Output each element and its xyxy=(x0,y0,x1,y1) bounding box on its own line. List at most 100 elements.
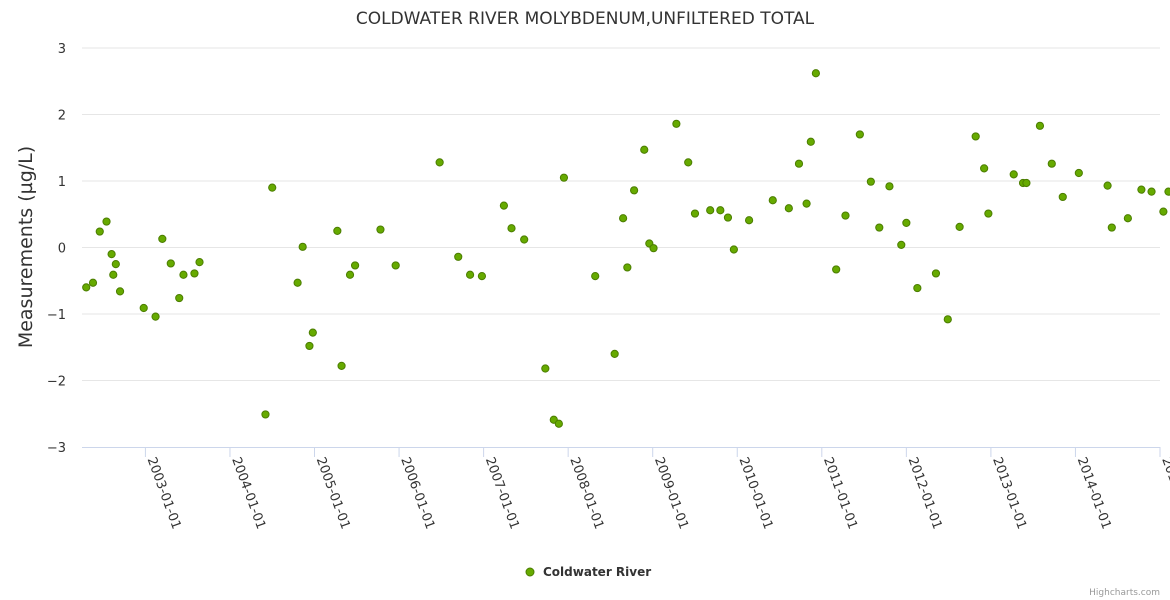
data-point[interactable] xyxy=(672,119,681,128)
data-point[interactable] xyxy=(554,419,563,428)
data-point[interactable] xyxy=(179,270,188,279)
data-point[interactable] xyxy=(1107,223,1116,232)
data-point[interactable] xyxy=(88,278,98,287)
data-point[interactable] xyxy=(1147,187,1156,196)
data-point[interactable] xyxy=(139,303,148,313)
data-point[interactable] xyxy=(649,244,658,253)
x-tick-label: 2010-01-01 xyxy=(735,455,775,531)
data-point[interactable] xyxy=(298,242,307,251)
data-point[interactable] xyxy=(630,186,639,195)
data-point[interactable] xyxy=(1123,214,1132,223)
data-point[interactable] xyxy=(559,173,569,182)
y-tick-label: 0 xyxy=(58,242,66,257)
x-tick-label: 2003-01-01 xyxy=(144,455,184,531)
data-point[interactable] xyxy=(716,206,725,215)
y-axis-ticks: 3 2 1 0 −1 −2 −3 xyxy=(47,42,66,456)
data-point[interactable] xyxy=(729,245,738,254)
data-point[interactable] xyxy=(902,218,911,227)
data-point[interactable] xyxy=(802,199,811,208)
data-point[interactable] xyxy=(794,159,804,168)
data-point[interactable] xyxy=(454,252,463,261)
data-point[interactable] xyxy=(684,158,693,167)
data-point[interactable] xyxy=(190,269,199,278)
data-point[interactable] xyxy=(1009,170,1018,179)
data-point[interactable] xyxy=(640,145,649,154)
legend-item-coldwater-river[interactable]: Coldwater River xyxy=(543,565,651,579)
data-point[interactable] xyxy=(1074,168,1083,178)
data-point[interactable] xyxy=(195,258,204,267)
data-point[interactable] xyxy=(293,278,302,287)
data-point[interactable] xyxy=(111,260,120,269)
data-point[interactable] xyxy=(980,164,989,173)
data-point[interactable] xyxy=(841,211,850,220)
data-point[interactable] xyxy=(541,364,550,373)
data-point[interactable] xyxy=(784,204,793,213)
data-point[interactable] xyxy=(706,206,715,215)
data-point[interactable] xyxy=(1137,185,1146,194)
data-point[interactable] xyxy=(619,214,628,223)
data-point[interactable] xyxy=(955,222,964,231)
data-series-coldwater-river[interactable] xyxy=(82,69,1170,428)
data-point[interactable] xyxy=(261,410,270,419)
data-point[interactable] xyxy=(166,259,175,268)
data-point[interactable] xyxy=(610,349,619,358)
data-point[interactable] xyxy=(1159,207,1168,216)
data-point[interactable] xyxy=(1047,159,1056,168)
data-point[interactable] xyxy=(107,250,116,259)
data-point[interactable] xyxy=(811,69,820,78)
data-point[interactable] xyxy=(376,225,385,234)
data-point[interactable] xyxy=(175,293,184,303)
data-point[interactable] xyxy=(350,261,360,270)
data-point[interactable] xyxy=(308,328,317,337)
data-point[interactable] xyxy=(744,216,754,225)
y-tick-label: −2 xyxy=(47,375,66,390)
x-tick-label: 2008-01-01 xyxy=(566,455,606,531)
data-point[interactable] xyxy=(1035,121,1045,130)
data-point[interactable] xyxy=(82,283,91,292)
data-point[interactable] xyxy=(333,226,342,235)
data-point[interactable] xyxy=(102,217,111,226)
data-point[interactable] xyxy=(151,312,160,321)
data-point[interactable] xyxy=(520,235,529,244)
data-point[interactable] xyxy=(109,270,118,279)
data-point[interactable] xyxy=(832,265,841,274)
data-point[interactable] xyxy=(768,196,777,205)
data-point[interactable] xyxy=(690,209,700,218)
data-point[interactable] xyxy=(465,270,475,279)
data-point[interactable] xyxy=(268,183,277,192)
data-point[interactable] xyxy=(391,261,400,270)
y-axis-label: Measurements (µg/L) xyxy=(15,146,37,348)
data-point[interactable] xyxy=(305,341,314,351)
data-point[interactable] xyxy=(507,224,516,233)
data-point[interactable] xyxy=(1058,192,1067,202)
data-point[interactable] xyxy=(875,223,884,232)
data-point[interactable] xyxy=(806,137,815,146)
data-point[interactable] xyxy=(1103,181,1112,190)
data-point[interactable] xyxy=(971,132,980,141)
data-point[interactable] xyxy=(913,283,922,293)
data-point[interactable] xyxy=(477,271,487,281)
data-point[interactable] xyxy=(1022,178,1031,188)
x-tick-label: 2004-01-01 xyxy=(228,455,268,531)
legend[interactable]: Coldwater River xyxy=(525,565,651,579)
data-point[interactable] xyxy=(95,227,104,236)
y-tick-label: −3 xyxy=(47,441,66,456)
credits-link[interactable]: Highcharts.com xyxy=(1089,588,1160,598)
data-point[interactable] xyxy=(931,269,941,278)
data-point[interactable] xyxy=(499,201,508,210)
data-point[interactable] xyxy=(1164,187,1170,196)
data-point[interactable] xyxy=(897,240,906,249)
data-point[interactable] xyxy=(866,177,875,186)
data-point[interactable] xyxy=(345,270,355,279)
data-point[interactable] xyxy=(115,287,125,296)
data-point[interactable] xyxy=(723,213,733,222)
data-point[interactable] xyxy=(984,209,993,218)
data-point[interactable] xyxy=(591,271,600,281)
data-point[interactable] xyxy=(435,158,444,167)
data-point[interactable] xyxy=(623,263,632,272)
data-point[interactable] xyxy=(885,182,894,191)
data-point[interactable] xyxy=(943,315,952,324)
data-point[interactable] xyxy=(158,234,167,243)
data-point[interactable] xyxy=(855,130,864,139)
data-point[interactable] xyxy=(337,361,346,370)
